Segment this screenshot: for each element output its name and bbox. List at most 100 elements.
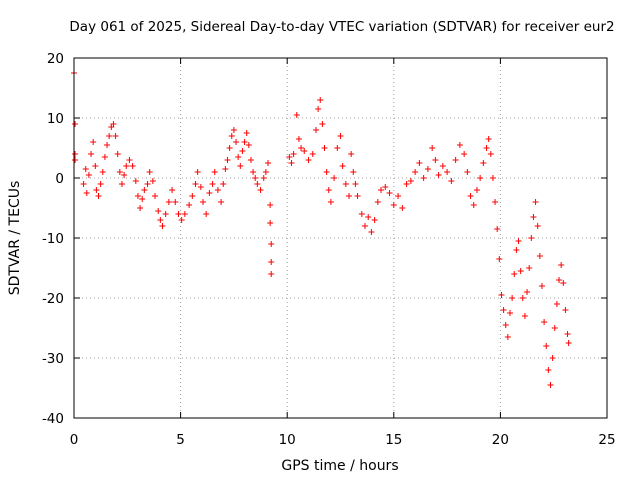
data-point (126, 157, 133, 163)
data-point (144, 181, 151, 187)
data-point (203, 211, 210, 217)
data-point (358, 211, 365, 217)
data-point (267, 202, 274, 208)
axis-ticks: 0 5 10 15 20 25 -40 -30 -20 -10 0 10 20 (42, 51, 616, 448)
data-point (298, 145, 305, 151)
data-point (500, 307, 507, 313)
data-point (239, 148, 246, 154)
data-point (88, 151, 95, 157)
x-tick-label: 0 (70, 432, 79, 448)
data-point (95, 193, 102, 199)
data-point (97, 181, 104, 187)
data-point (293, 112, 300, 118)
data-point (290, 151, 297, 157)
data-point (241, 139, 248, 145)
data-point (530, 214, 537, 220)
data-point (175, 211, 182, 217)
data-point (197, 184, 204, 190)
data-point (101, 154, 108, 160)
data-point (515, 238, 522, 244)
x-tick-label: 20 (492, 432, 509, 448)
data-point (461, 151, 468, 157)
data-point (543, 343, 550, 349)
data-point (90, 139, 97, 145)
data-point (178, 217, 185, 223)
data-point (254, 181, 261, 187)
y-tick-label: -40 (42, 411, 64, 427)
data-point (301, 148, 308, 154)
data-point (517, 268, 524, 274)
y-tick-label: 0 (55, 171, 64, 187)
data-point (220, 181, 227, 187)
data-point (429, 145, 436, 151)
data-point (560, 280, 567, 286)
data-point (226, 145, 233, 151)
data-point (374, 199, 381, 205)
data-point (323, 169, 330, 175)
data-point (536, 253, 543, 259)
data-point (549, 355, 556, 361)
data-point (504, 334, 511, 340)
data-point (319, 121, 326, 127)
data-point (224, 157, 231, 163)
y-tick-label: -30 (42, 351, 64, 367)
data-point (72, 121, 79, 127)
data-point (545, 367, 552, 373)
data-point (362, 223, 369, 229)
data-point (93, 187, 100, 193)
data-point (519, 295, 526, 301)
data-point (467, 193, 474, 199)
data-point (562, 307, 569, 313)
data-point (152, 193, 159, 199)
data-point (92, 163, 99, 169)
data-point (267, 220, 274, 226)
data-point (473, 187, 480, 193)
data-point (348, 151, 355, 157)
data-point (390, 202, 397, 208)
data-point (538, 283, 545, 289)
data-point (235, 154, 242, 160)
chart-title: Day 061 of 2025, Sidereal Day-to-day VTE… (69, 19, 614, 35)
data-point (137, 205, 144, 211)
data-point (309, 151, 316, 157)
data-point (162, 211, 169, 217)
data-point (169, 187, 176, 193)
data-point (262, 169, 269, 175)
grid-lines (74, 58, 607, 418)
data-point (528, 235, 535, 241)
data-point (558, 262, 565, 268)
data-point (448, 178, 455, 184)
data-point (492, 199, 499, 205)
data-point (268, 271, 275, 277)
data-point (498, 292, 505, 298)
data-point (114, 151, 121, 157)
data-point (80, 181, 87, 187)
data-point (321, 145, 328, 151)
data-point (315, 106, 322, 112)
data-point (565, 340, 572, 346)
data-point (350, 169, 357, 175)
data-point (141, 187, 148, 193)
data-point (371, 217, 378, 223)
data-point (116, 169, 123, 175)
data-point (541, 319, 548, 325)
data-point (257, 187, 264, 193)
data-point (365, 214, 372, 220)
data-point (265, 160, 272, 166)
data-point (327, 199, 334, 205)
data-point (159, 223, 166, 229)
data-point (181, 211, 188, 217)
data-point (494, 226, 501, 232)
data-point (209, 181, 216, 187)
data-point (268, 259, 275, 265)
data-point (386, 190, 393, 196)
data-point (233, 139, 240, 145)
data-point (331, 175, 338, 181)
data-point (424, 166, 431, 172)
y-axis-label: SDTVAR / TECUs (7, 181, 23, 296)
data-point (72, 151, 79, 157)
data-point (456, 142, 463, 148)
data-point (416, 160, 423, 166)
